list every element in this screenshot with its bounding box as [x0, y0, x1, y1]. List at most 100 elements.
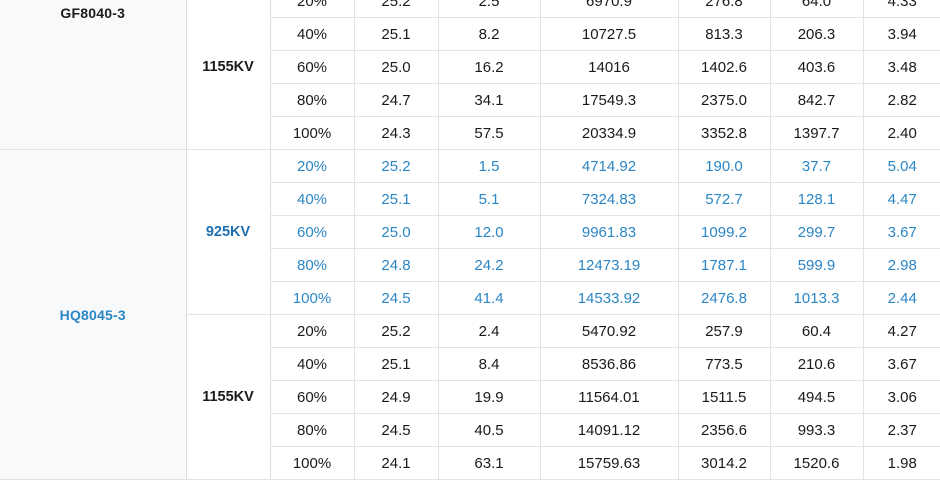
table-cell: 257.9 [678, 314, 771, 348]
table-row: 100% 24.5 41.4 14533.92 2476.8 1013.3 2.44 [0, 281, 940, 315]
table-cell: 1099.2 [678, 215, 771, 249]
table-cell: 19.9 [438, 380, 541, 414]
table-cell: 3.48 [863, 50, 940, 84]
table-cell: 5470.92 [540, 314, 679, 348]
table-cell: 128.1 [770, 182, 864, 216]
table-cell: 1.5 [438, 149, 541, 183]
table-cell: 3.67 [863, 215, 940, 249]
table-cell: 4.27 [863, 314, 940, 348]
kv-rating-cell: 1155KV [186, 0, 271, 150]
table-cell: 12.0 [438, 215, 541, 249]
table-row: GF8040-3 1155KV 20% 25.2 2.5 6970.9 276.8 64.0 4… [0, 0, 940, 150]
table-cell: 2.37 [863, 413, 940, 447]
table-cell: 3.06 [863, 380, 940, 414]
table-cell: 24.3 [354, 116, 439, 150]
table-row: 100% 24.3 57.5 20334.9 3352.8 1397.7 2.40 [0, 116, 940, 150]
table-cell: 25.0 [354, 50, 439, 84]
table-cell: 40% [270, 17, 355, 51]
table-cell: 60% [270, 215, 355, 249]
table-cell: 12473.19 [540, 248, 679, 282]
table-cell: 24.5 [354, 281, 439, 315]
table-cell: 2476.8 [678, 281, 771, 315]
table-cell: 4.33 [863, 0, 940, 18]
table-cell: 80% [270, 413, 355, 447]
table-cell: 11564.01 [540, 380, 679, 414]
table-cell: 34.1 [438, 83, 541, 117]
table-cell: 993.3 [770, 413, 864, 447]
table-cell: 1787.1 [678, 248, 771, 282]
table-cell: 4.47 [863, 182, 940, 216]
table-cell: 40.5 [438, 413, 541, 447]
kv-rating-cell: 925KV [186, 149, 271, 315]
table-cell: 572.7 [678, 182, 771, 216]
table-cell: 24.5 [354, 413, 439, 447]
table-row: 100% 24.1 63.1 15759.63 3014.2 1520.6 1.98 [0, 446, 940, 480]
table-cell: 2.82 [863, 83, 940, 117]
table-cell: 813.3 [678, 17, 771, 51]
table-row: 40% 25.1 5.1 7324.83 572.7 128.1 4.47 [0, 182, 940, 216]
table-cell: 9961.83 [540, 215, 679, 249]
table-cell: 25.2 [354, 149, 439, 183]
table-cell: 24.8 [354, 248, 439, 282]
table-cell: 14016 [540, 50, 679, 84]
table-cell: 5.1 [438, 182, 541, 216]
table-cell: 20334.9 [540, 116, 679, 150]
table-cell: 24.9 [354, 380, 439, 414]
table-cell: 20% [270, 314, 355, 348]
table-row: HQ8045-3 925KV 20% 25.2 1.5 4714.92 190.0 37.7 5… [0, 149, 940, 480]
table-cell: 7324.83 [540, 182, 679, 216]
table-cell: 60% [270, 380, 355, 414]
table-cell: 37.7 [770, 149, 864, 183]
table-cell: 842.7 [770, 83, 864, 117]
table-cell: 25.1 [354, 347, 439, 381]
table-cell: 206.3 [770, 17, 864, 51]
table-cell: 494.5 [770, 380, 864, 414]
table-cell: 3014.2 [678, 446, 771, 480]
table-cell: 63.1 [438, 446, 541, 480]
table-cell: 41.4 [438, 281, 541, 315]
table-cell: 10727.5 [540, 17, 679, 51]
table-cell: 1397.7 [770, 116, 864, 150]
table-cell: 4714.92 [540, 149, 679, 183]
model-name-cell: GF8040-3 [0, 0, 187, 150]
kv-rating-cell: 1155KV [186, 314, 271, 480]
table-cell: 25.2 [354, 314, 439, 348]
table-cell: 100% [270, 116, 355, 150]
table-cell: 25.1 [354, 182, 439, 216]
table-cell: 20% [270, 149, 355, 183]
table-cell: 2.40 [863, 116, 940, 150]
table-cell: 80% [270, 248, 355, 282]
table-cell: 210.6 [770, 347, 864, 381]
table-row: 40% 25.1 8.2 10727.5 813.3 206.3 3.94 [0, 17, 940, 51]
table-cell: 2375.0 [678, 83, 771, 117]
table-body: GF8040-3 1155KV 20% 25.2 2.5 6970.9 276.8 64.0 4… [0, 0, 940, 480]
table-cell: 1.98 [863, 446, 940, 480]
table-cell: 5.04 [863, 149, 940, 183]
performance-data-table: GF8040-3 1155KV 20% 25.2 2.5 6970.9 276.8 64.0 4… [0, 0, 940, 480]
table-row: 40% 25.1 8.4 8536.86 773.5 210.6 3.67 [0, 347, 940, 381]
table-cell: 25.1 [354, 17, 439, 51]
table-cell: 2.98 [863, 248, 940, 282]
table-cell: 20% [270, 0, 355, 18]
table-row: 60% 25.0 12.0 9961.83 1099.2 299.7 3.67 [0, 215, 940, 249]
table-cell: 2.4 [438, 314, 541, 348]
table-cell: 25.2 [354, 0, 439, 18]
table-cell: 3.94 [863, 17, 940, 51]
table-cell: 16.2 [438, 50, 541, 84]
table-cell: 1402.6 [678, 50, 771, 84]
table-cell: 2.44 [863, 281, 940, 315]
table-cell: 24.2 [438, 248, 541, 282]
table-row: 60% 24.9 19.9 11564.01 1511.5 494.5 3.06 [0, 380, 940, 414]
table-cell: 599.9 [770, 248, 864, 282]
table-cell: 2356.6 [678, 413, 771, 447]
table-row: 1155KV 20% 25.2 2.4 5470.92 257.9 60.4 4.27 [0, 314, 940, 480]
table-row: 80% 24.8 24.2 12473.19 1787.1 599.9 2.98 [0, 248, 940, 282]
table-cell: 40% [270, 347, 355, 381]
table-row: 60% 25.0 16.2 14016 1402.6 403.6 3.48 [0, 50, 940, 84]
table-cell: 8.2 [438, 17, 541, 51]
table-cell: 3352.8 [678, 116, 771, 150]
table-cell: 64.0 [770, 0, 864, 18]
table-cell: 17549.3 [540, 83, 679, 117]
table-row: 80% 24.7 34.1 17549.3 2375.0 842.7 2.82 [0, 83, 940, 117]
table-cell: 14091.12 [540, 413, 679, 447]
